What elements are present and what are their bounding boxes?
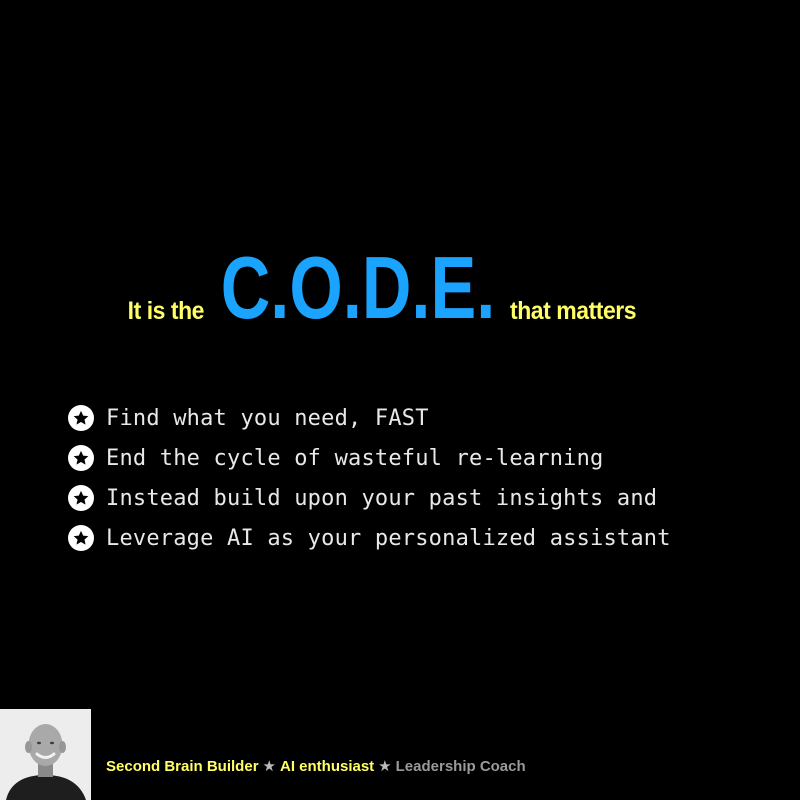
bullet-text: Instead build upon your past insights an… <box>106 485 658 511</box>
headline-emphasis: C.O.D.E. <box>220 237 496 337</box>
headline: It is the C.O.D.E. that matters <box>0 214 768 337</box>
headline-prefix: It is the <box>127 297 205 325</box>
bullet-text: Find what you need, FAST <box>106 405 429 431</box>
list-item: Leverage AI as your personalized assista… <box>68 518 671 558</box>
list-item: End the cycle of wasteful re-learning <box>68 438 671 478</box>
bullet-list: Find what you need, FAST End the cycle o… <box>68 398 671 558</box>
role-ai-enthusiast: AI enthusiast <box>279 758 375 775</box>
footer-roles: Second Brain Builder ★ AI enthusiast ★ Leade… <box>106 757 526 777</box>
circled-star-icon <box>68 525 94 551</box>
list-item: Instead build upon your past insights an… <box>68 478 671 518</box>
role-second-brain-builder: Second Brain Builder <box>106 758 259 775</box>
star-separator-icon: ★ <box>378 758 392 775</box>
bullet-text: End the cycle of wasteful re-learning <box>106 445 604 471</box>
avatar <box>0 709 91 800</box>
circled-star-icon <box>68 445 94 471</box>
star-separator-icon: ★ <box>262 758 276 775</box>
headline-suffix: that matters <box>509 297 637 325</box>
circled-star-icon <box>68 485 94 511</box>
role-leadership-coach: Leadership Coach <box>395 758 526 775</box>
circled-star-icon <box>68 405 94 431</box>
list-item: Find what you need, FAST <box>68 398 671 438</box>
bullet-text: Leverage AI as your personalized assista… <box>106 525 671 551</box>
